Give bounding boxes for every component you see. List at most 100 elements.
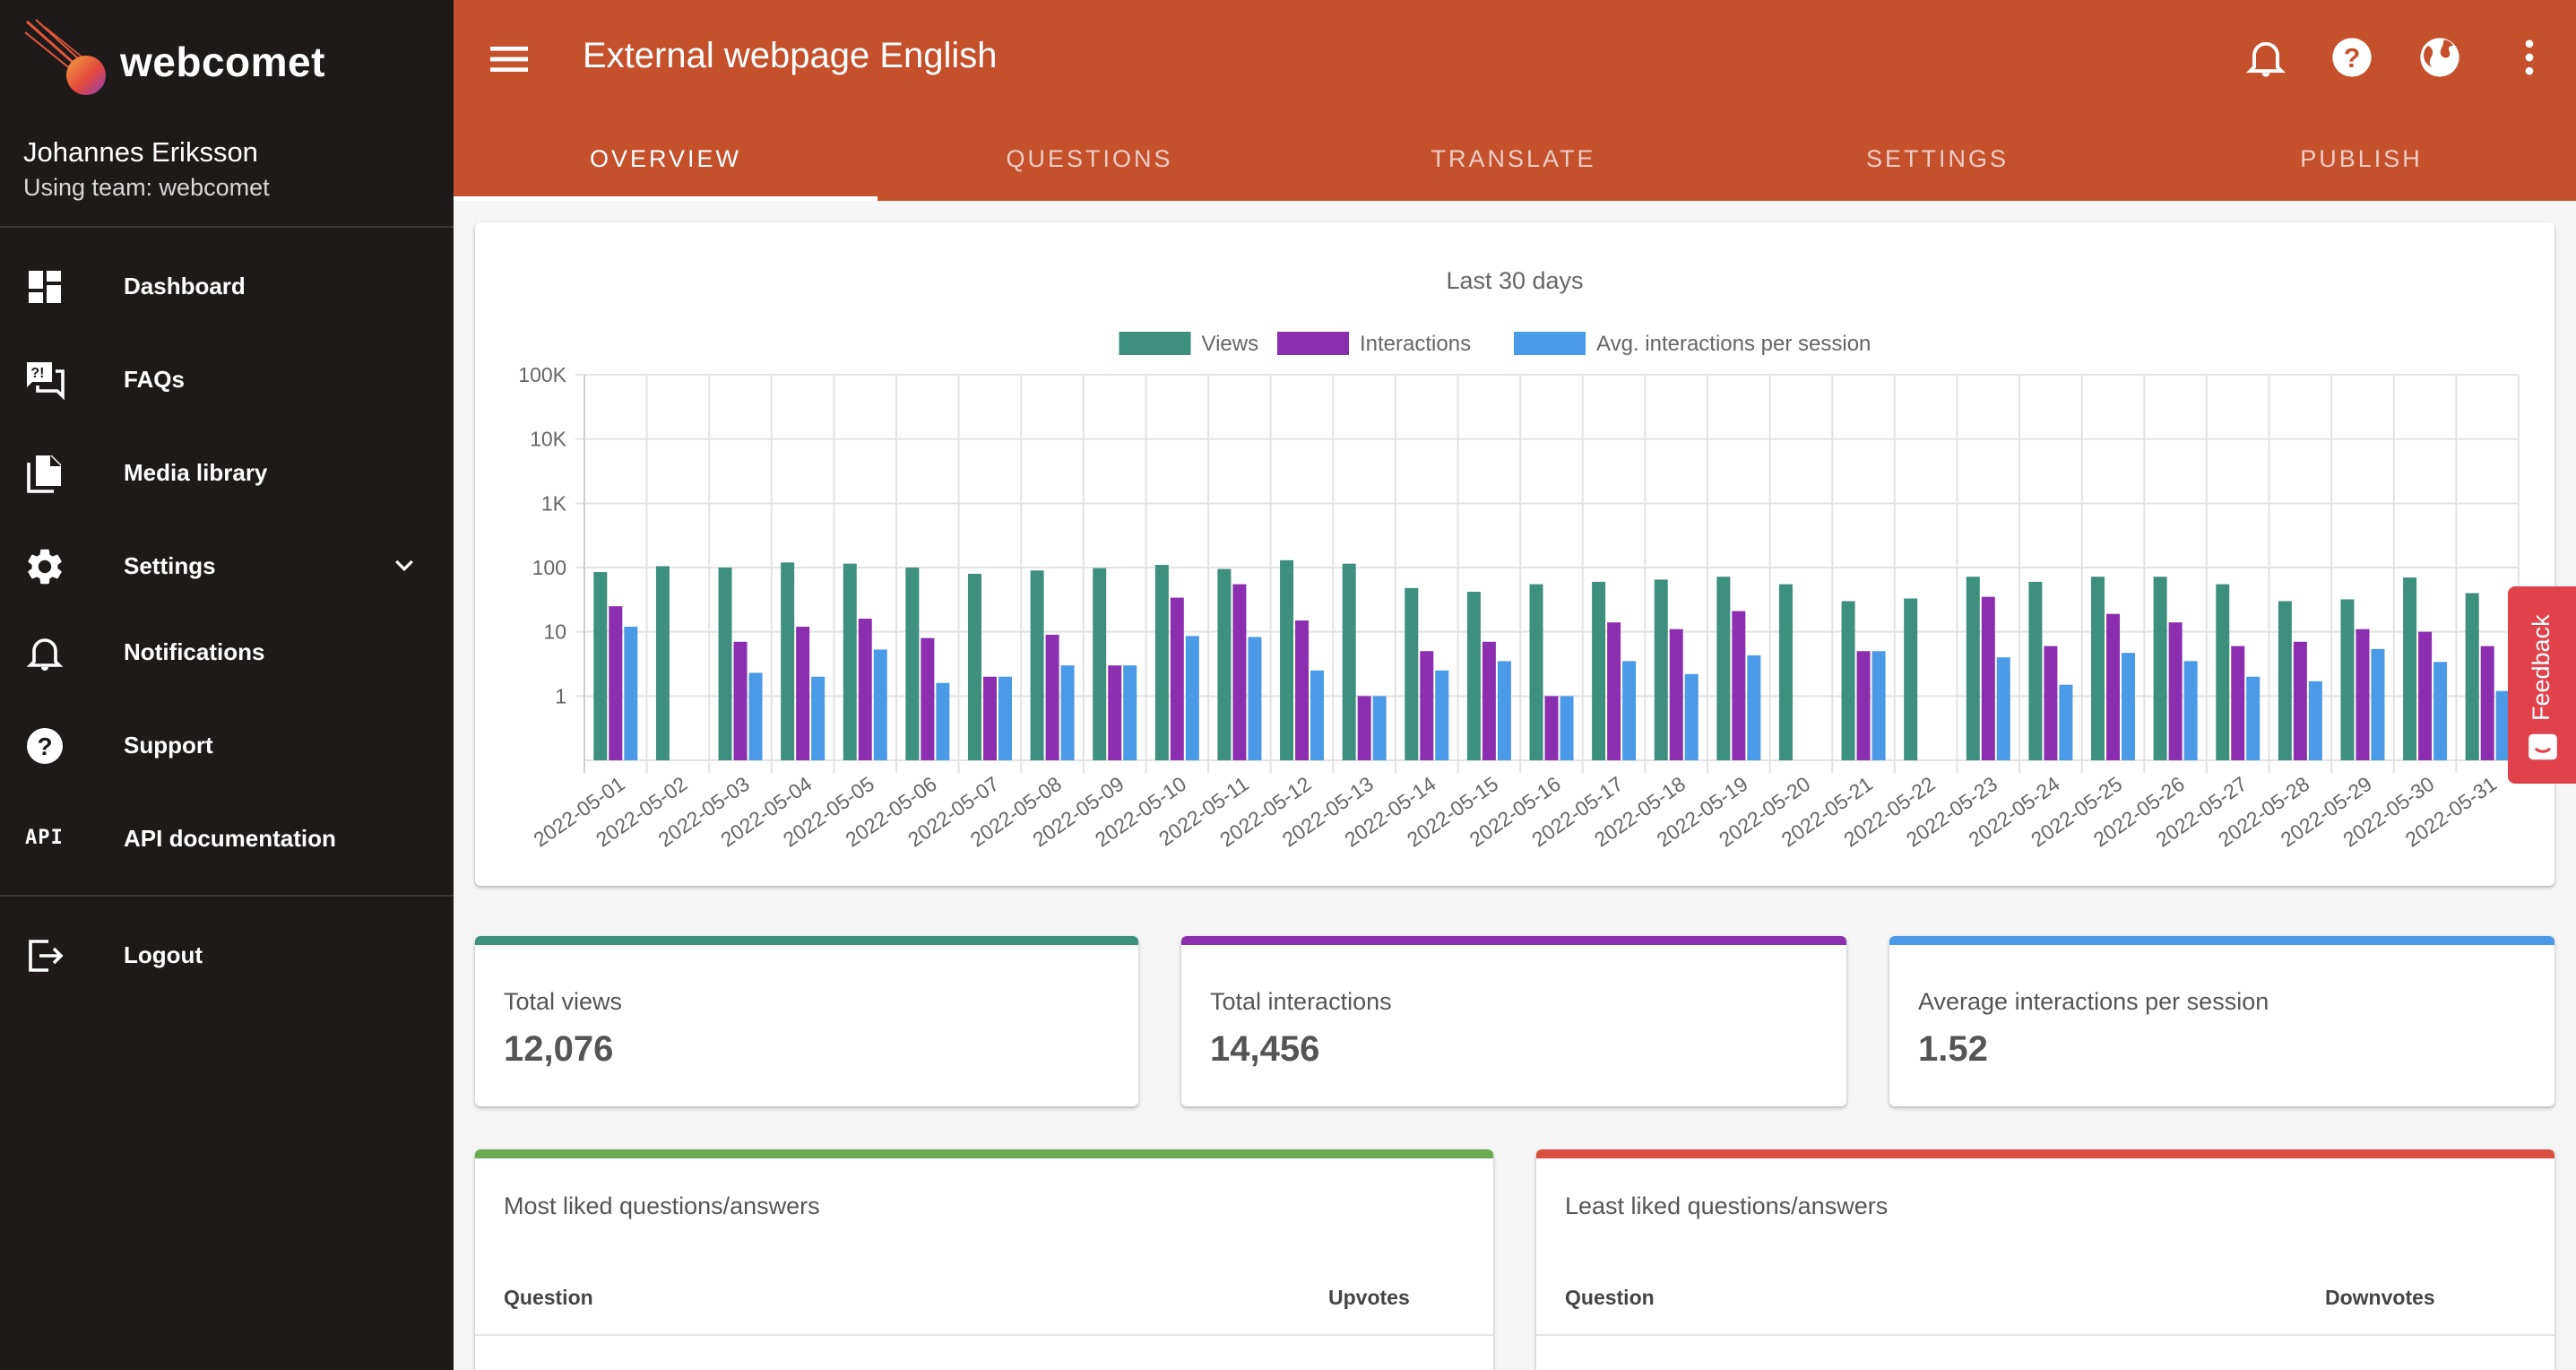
bar-interactions[interactable] (1108, 665, 1122, 760)
more-vert-icon[interactable] (2506, 34, 2553, 81)
column-header-upvotes[interactable]: Upvotes (1328, 1286, 1410, 1309)
bar-views[interactable] (718, 568, 732, 760)
bar-interactions[interactable] (2480, 646, 2494, 760)
sidebar-item-media-library[interactable]: Media library (0, 430, 454, 513)
bar-views[interactable] (1778, 584, 1793, 760)
bar-views[interactable] (1405, 587, 1419, 760)
sidebar-item-settings[interactable]: Settings (0, 524, 454, 606)
bar-views[interactable] (2340, 599, 2355, 760)
bar-avg-interactions-per-session[interactable] (811, 676, 826, 760)
bar-avg-interactions-per-session[interactable] (1248, 637, 1262, 760)
sidebar-item-support[interactable]: ? Support (0, 703, 454, 785)
bar-avg-interactions-per-session[interactable] (1684, 673, 1699, 760)
bar-views[interactable] (2403, 577, 2417, 760)
bar-interactions[interactable] (2293, 641, 2307, 760)
legend-label[interactable]: Interactions (1360, 332, 1471, 356)
bar-interactions[interactable] (1669, 629, 1683, 760)
bar-interactions[interactable] (1607, 622, 1621, 760)
bar-avg-interactions-per-session[interactable] (1060, 665, 1075, 760)
bar-views[interactable] (1466, 592, 1481, 760)
bar-views[interactable] (2028, 581, 2043, 760)
bar-interactions[interactable] (733, 641, 748, 760)
bar-interactions[interactable] (1732, 611, 1746, 760)
legend-label[interactable]: Avg. interactions per session (1596, 332, 1871, 356)
bar-interactions[interactable] (1482, 641, 1496, 760)
bar-views[interactable] (1030, 570, 1044, 760)
bar-views[interactable] (843, 563, 857, 760)
bar-interactions[interactable] (982, 676, 997, 760)
bar-interactions[interactable] (921, 637, 935, 760)
bar-avg-interactions-per-session[interactable] (1996, 657, 2010, 760)
bar-views[interactable] (655, 566, 670, 760)
bar-interactions[interactable] (609, 606, 623, 760)
bell-icon[interactable] (2243, 34, 2289, 81)
sidebar-item-dashboard[interactable]: Dashboard (0, 244, 454, 326)
bar-avg-interactions-per-session[interactable] (2308, 681, 2322, 760)
bar-avg-interactions-per-session[interactable] (936, 682, 950, 760)
tab-publish[interactable]: PUBLISH (2300, 145, 2423, 172)
bar-avg-interactions-per-session[interactable] (1560, 696, 1574, 760)
bar-interactions[interactable] (2231, 646, 2245, 760)
bar-views[interactable] (1841, 601, 1855, 760)
bar-avg-interactions-per-session[interactable] (1871, 651, 1886, 760)
bar-interactions[interactable] (2044, 646, 2058, 760)
bar-interactions[interactable] (1544, 696, 1559, 760)
tab-questions[interactable]: QUESTIONS (1006, 145, 1173, 172)
bar-avg-interactions-per-session[interactable] (1185, 636, 1199, 760)
bar-views[interactable] (1280, 559, 1294, 760)
brand[interactable]: webcomet (23, 18, 436, 104)
bar-views[interactable] (593, 572, 608, 760)
bar-avg-interactions-per-session[interactable] (1123, 665, 1137, 760)
bar-views[interactable] (1154, 565, 1169, 760)
menu-icon[interactable] (484, 34, 534, 84)
bar-interactions[interactable] (1420, 651, 1434, 760)
bar-views[interactable] (1529, 584, 1543, 760)
bar-avg-interactions-per-session[interactable] (2183, 661, 2198, 760)
bar-avg-interactions-per-session[interactable] (624, 626, 638, 760)
chevron-down-icon[interactable] (391, 552, 418, 579)
bar-views[interactable] (781, 562, 795, 760)
bar-avg-interactions-per-session[interactable] (873, 649, 887, 760)
bar-interactions[interactable] (2356, 629, 2370, 760)
bar-views[interactable] (2216, 584, 2230, 760)
bar-interactions[interactable] (858, 619, 872, 760)
bar-views[interactable] (1966, 577, 1980, 760)
legend-swatch[interactable] (1277, 332, 1349, 355)
legend-swatch[interactable] (1119, 332, 1191, 355)
sidebar-item-logout[interactable]: Logout (0, 913, 454, 995)
sidebar-item-notifications[interactable]: Notifications (0, 610, 454, 692)
bar-avg-interactions-per-session[interactable] (2433, 662, 2448, 760)
bar-interactions[interactable] (1045, 634, 1059, 760)
bar-interactions[interactable] (2418, 631, 2433, 760)
sidebar-item-api-documentation[interactable]: API API documentation (0, 796, 454, 879)
bar-interactions[interactable] (2168, 622, 2183, 760)
bar-avg-interactions-per-session[interactable] (998, 676, 1012, 760)
tab-overview[interactable]: OVERVIEW (589, 145, 742, 172)
bar-views[interactable] (1654, 579, 1668, 760)
bar-views[interactable] (905, 568, 920, 760)
column-header-question[interactable]: Question (1565, 1286, 1655, 1309)
feedback-button[interactable]: Feedback (2508, 586, 2576, 784)
bar-avg-interactions-per-session[interactable] (2371, 648, 2385, 760)
tab-translate[interactable]: TRANSLATE (1431, 145, 1596, 172)
bar-avg-interactions-per-session[interactable] (1435, 670, 1449, 760)
bar-avg-interactions-per-session[interactable] (2059, 684, 2073, 760)
bar-interactions[interactable] (1856, 651, 1871, 760)
bar-interactions[interactable] (2106, 613, 2121, 760)
bar-views[interactable] (1217, 568, 1232, 760)
bar-views[interactable] (1592, 581, 1606, 760)
bar-avg-interactions-per-session[interactable] (2246, 676, 2260, 760)
bar-interactions[interactable] (1295, 620, 1310, 760)
bar-avg-interactions-per-session[interactable] (1747, 655, 1761, 760)
help-icon[interactable]: ? (2329, 34, 2375, 81)
bar-interactions[interactable] (1232, 584, 1247, 760)
bar-avg-interactions-per-session[interactable] (748, 672, 763, 760)
column-header-downvotes[interactable]: Downvotes (2325, 1286, 2435, 1309)
tab-settings[interactable]: SETTINGS (1865, 145, 2009, 172)
bar-interactions[interactable] (1981, 596, 1995, 760)
column-header-question[interactable]: Question (504, 1286, 593, 1309)
bar-interactions[interactable] (796, 626, 810, 760)
bar-views[interactable] (2465, 593, 2479, 760)
bar-views[interactable] (2278, 601, 2292, 760)
bar-interactions[interactable] (1170, 597, 1184, 760)
